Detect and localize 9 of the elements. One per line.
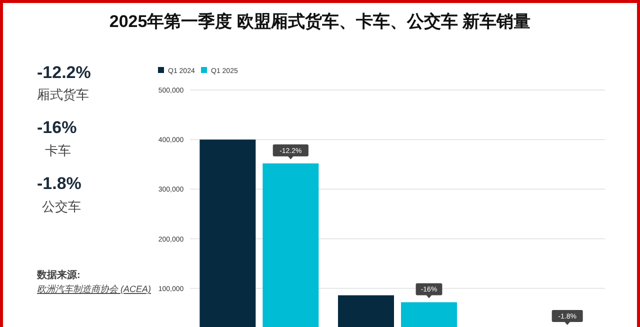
text: 公交车 [42,199,81,214]
text: 欧洲汽车制造商协会 (ACEA) [37,284,152,294]
source-note: 数据来源: [36,269,80,281]
text: -1.8% [37,174,82,193]
text: -16% [37,118,77,137]
text: 卡车 [45,143,71,158]
text: 厢式货车 [37,87,89,102]
chart-title: 2025年第一季度 欧盟厢式货车、卡车、公交车 新车销量 [109,12,531,31]
text: -12.2% [37,63,91,82]
